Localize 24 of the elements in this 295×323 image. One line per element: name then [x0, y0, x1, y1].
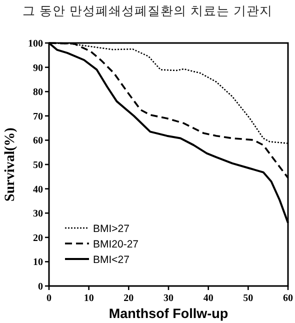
legend-label: BMI<27 — [93, 254, 130, 266]
x-tick-label: 20 — [124, 293, 134, 304]
x-tick-label: 0 — [46, 293, 52, 304]
text: 그 동안 만성폐쇄성폐질환의 치료는 기관지 — [22, 3, 272, 18]
x-tick-label: 50 — [243, 293, 254, 304]
y-tick-label: 10 — [33, 257, 43, 268]
y-tick-label: 70 — [33, 111, 43, 122]
y-tick-label: 50 — [33, 160, 43, 171]
y-tick-label: 100 — [28, 38, 43, 50]
y-tick-label: 0 — [38, 282, 43, 292]
y-tick-label: 40 — [33, 184, 43, 196]
y-tick-label: 30 — [33, 208, 43, 220]
y-tick-label: 60 — [33, 136, 43, 147]
y-tick-label: 90 — [33, 62, 43, 74]
x-tick-label: 10 — [84, 293, 94, 304]
x-tick-label: 60 — [283, 293, 293, 304]
x-tick-label: 40 — [203, 293, 214, 304]
x-tick-label: 30 — [164, 293, 174, 304]
y-axis-title: Survival(%) — [3, 127, 18, 202]
legend-label: BMI20-27 — [93, 238, 139, 250]
y-tick-label: 80 — [33, 87, 43, 98]
x-axis-title: Manthsof Follw-up — [108, 306, 228, 321]
y-tick-label: 20 — [33, 232, 43, 244]
legend-label: BMI>27 — [93, 223, 130, 235]
